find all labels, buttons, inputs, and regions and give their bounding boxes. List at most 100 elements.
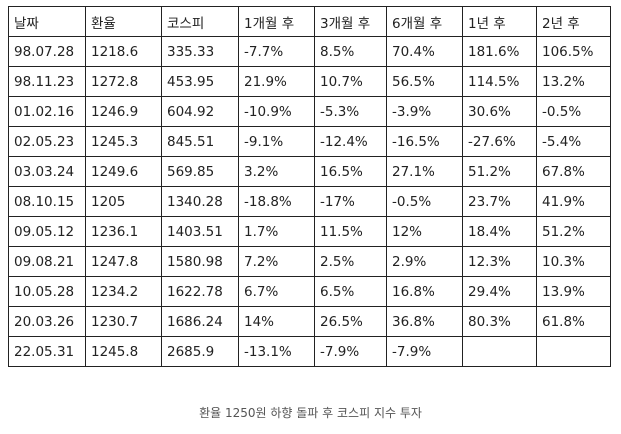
table-cell-1-year: 181.6% xyxy=(462,36,537,67)
table-cell-6-months: 2.9% xyxy=(386,246,463,277)
table-cell-1-month: -9.1% xyxy=(238,126,315,157)
table-cell-6-months: 27.1% xyxy=(386,156,463,187)
table-cell-1-year xyxy=(462,336,537,367)
table-row: 20.03.26 1230.7 1686.24 14% 26.5% 36.8% 80.3% 6… xyxy=(8,306,611,337)
table-cell-6-months: 56.5% xyxy=(386,66,463,97)
table-cell-date: 98.11.23 xyxy=(8,66,86,97)
table-cell-3-months: -5.3% xyxy=(314,96,387,127)
table-row: 10.05.28 1234.2 1622.78 6.7% 6.5% 16.8% 29.4% 1… xyxy=(8,276,611,307)
table-cell-kospi: 2685.9 xyxy=(161,336,239,367)
header-cell-exchange-rate: 환율 xyxy=(85,6,162,37)
table-cell-6-months: -3.9% xyxy=(386,96,463,127)
table-cell-1-year: 114.5% xyxy=(462,66,537,97)
table-cell-exchange-rate: 1247.8 xyxy=(85,246,162,277)
table-cell-date: 09.05.12 xyxy=(8,216,86,247)
table-cell-3-months: 16.5% xyxy=(314,156,387,187)
table-cell-1-year: 23.7% xyxy=(462,186,537,217)
table-cell-3-months: 6.5% xyxy=(314,276,387,307)
table-row: 98.07.28 1218.6 335.33 -7.7% 8.5% 70.4% 181.6%… xyxy=(8,36,611,67)
table-cell-kospi: 1403.51 xyxy=(161,216,239,247)
table-cell-1-month: 6.7% xyxy=(238,276,315,307)
table-cell-2-years: 106.5% xyxy=(536,36,611,67)
table-cell-kospi: 845.51 xyxy=(161,126,239,157)
table-row: 22.05.31 1245.8 2685.9 -13.1% -7.9% -7.9% xyxy=(8,336,611,367)
table-cell-2-years: 13.2% xyxy=(536,66,611,97)
table-cell-kospi: 1340.28 xyxy=(161,186,239,217)
table-header-row: 날짜 환율 코스피 1개월 후 3개월 후 6개월 후 1년 후 2년 후 xyxy=(8,6,611,37)
table-cell-3-months: 26.5% xyxy=(314,306,387,337)
table-cell-6-months: 12% xyxy=(386,216,463,247)
table-cell-kospi: 335.33 xyxy=(161,36,239,67)
table-cell-exchange-rate: 1205 xyxy=(85,186,162,217)
table-cell-exchange-rate: 1272.8 xyxy=(85,66,162,97)
table-row: 09.08.21 1247.8 1580.98 7.2% 2.5% 2.9% 12.3% 10… xyxy=(8,246,611,277)
table-cell-1-month: 7.2% xyxy=(238,246,315,277)
table-cell-date: 10.05.28 xyxy=(8,276,86,307)
table-cell-exchange-rate: 1246.9 xyxy=(85,96,162,127)
header-cell-3-months: 3개월 후 xyxy=(314,6,387,37)
table-cell-kospi: 453.95 xyxy=(161,66,239,97)
table-cell-1-month: 21.9% xyxy=(238,66,315,97)
table-cell-exchange-rate: 1236.1 xyxy=(85,216,162,247)
table-cell-1-year: 30.6% xyxy=(462,96,537,127)
table-cell-3-months: -12.4% xyxy=(314,126,387,157)
table-cell-2-years: 13.9% xyxy=(536,276,611,307)
table-cell-6-months: 16.8% xyxy=(386,276,463,307)
header-cell-1-month: 1개월 후 xyxy=(238,6,315,37)
table-cell-3-months: 10.7% xyxy=(314,66,387,97)
table-cell-kospi: 569.85 xyxy=(161,156,239,187)
header-cell-6-months: 6개월 후 xyxy=(386,6,463,37)
table-cell-3-months: 2.5% xyxy=(314,246,387,277)
header-cell-kospi: 코스피 xyxy=(161,6,239,37)
table-cell-exchange-rate: 1245.8 xyxy=(85,336,162,367)
table-body: 날짜 환율 코스피 1개월 후 3개월 후 6개월 후 1년 후 2년 후 98… xyxy=(8,6,611,367)
table-cell-2-years: 41.9% xyxy=(536,186,611,217)
table-cell-3-months: 11.5% xyxy=(314,216,387,247)
table-cell-2-years: 67.8% xyxy=(536,156,611,187)
table-cell-exchange-rate: 1245.3 xyxy=(85,126,162,157)
table-cell-1-month: -7.7% xyxy=(238,36,315,67)
table-cell-1-year: 18.4% xyxy=(462,216,537,247)
table-cell-kospi: 604.92 xyxy=(161,96,239,127)
table-cell-kospi: 1622.78 xyxy=(161,276,239,307)
table-cell-exchange-rate: 1218.6 xyxy=(85,36,162,67)
table-cell-1-month: -18.8% xyxy=(238,186,315,217)
table-cell-kospi: 1580.98 xyxy=(161,246,239,277)
table-row: 08.10.15 1205 1340.28 -18.8% -17% -0.5% 23.7% 4… xyxy=(8,186,611,217)
table-row: 09.05.12 1236.1 1403.51 1.7% 11.5% 12% 18.4% 51… xyxy=(8,216,611,247)
table-row: 02.05.23 1245.3 845.51 -9.1% -12.4% -16.5% -27… xyxy=(8,126,611,157)
table-cell-1-year: 12.3% xyxy=(462,246,537,277)
table-cell-3-months: -17% xyxy=(314,186,387,217)
table-cell-kospi: 1686.24 xyxy=(161,306,239,337)
table-cell-date: 02.05.23 xyxy=(8,126,86,157)
table-cell-6-months: -0.5% xyxy=(386,186,463,217)
data-table: 날짜 환율 코스피 1개월 후 3개월 후 6개월 후 1년 후 2년 후 98… xyxy=(8,6,611,367)
table-cell-6-months: -16.5% xyxy=(386,126,463,157)
table-cell-date: 22.05.31 xyxy=(8,336,86,367)
table-cell-1-year: 80.3% xyxy=(462,306,537,337)
table-cell-date: 09.08.21 xyxy=(8,246,86,277)
table-cell-exchange-rate: 1230.7 xyxy=(85,306,162,337)
table-cell-1-month: 14% xyxy=(238,306,315,337)
header-cell-2-years: 2년 후 xyxy=(536,6,611,37)
table-cell-date: 98.07.28 xyxy=(8,36,86,67)
table-row: 01.02.16 1246.9 604.92 -10.9% -5.3% -3.9% 30.6… xyxy=(8,96,611,127)
table-row: 03.03.24 1249.6 569.85 3.2% 16.5% 27.1% 51.2% 6… xyxy=(8,156,611,187)
table-cell-exchange-rate: 1234.2 xyxy=(85,276,162,307)
table-cell-date: 20.03.26 xyxy=(8,306,86,337)
table-cell-2-years: 51.2% xyxy=(536,216,611,247)
data-table-container: 날짜 환율 코스피 1개월 후 3개월 후 6개월 후 1년 후 2년 후 98… xyxy=(8,6,611,367)
table-cell-2-years xyxy=(536,336,611,367)
table-cell-2-years: 10.3% xyxy=(536,246,611,277)
table-caption: 환율 1250원 하향 돌파 후 코스피 지수 투자 xyxy=(199,406,422,420)
table-cell-1-year: 29.4% xyxy=(462,276,537,307)
table-cell-1-month: -10.9% xyxy=(238,96,315,127)
table-cell-6-months: 70.4% xyxy=(386,36,463,67)
table-cell-1-year: -27.6% xyxy=(462,126,537,157)
table-cell-1-month: 3.2% xyxy=(238,156,315,187)
table-cell-6-months: 36.8% xyxy=(386,306,463,337)
table-cell-exchange-rate: 1249.6 xyxy=(85,156,162,187)
table-cell-6-months: -7.9% xyxy=(386,336,463,367)
table-cell-2-years: -0.5% xyxy=(536,96,611,127)
table-cell-1-year: 51.2% xyxy=(462,156,537,187)
